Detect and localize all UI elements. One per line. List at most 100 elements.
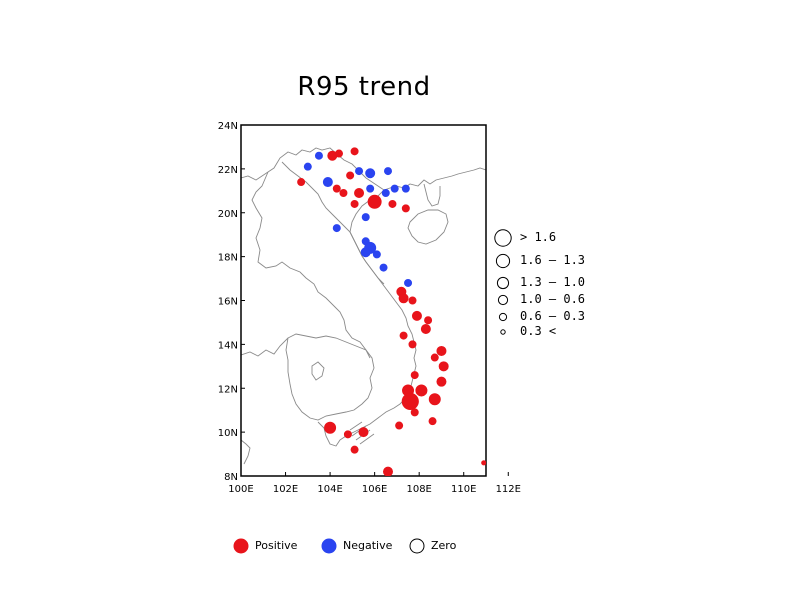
vietnam-coast-line (317, 189, 417, 447)
station-positive-marker (367, 194, 382, 209)
sign-legend-positive-marker (233, 538, 249, 554)
station-positive-marker (424, 316, 433, 325)
size-legend-circle (500, 329, 506, 335)
station-negative-marker (379, 263, 388, 272)
station-positive-marker (408, 340, 417, 349)
station-positive-marker (334, 149, 343, 158)
lat-tick-label: 20N (218, 209, 238, 220)
station-negative-marker (332, 224, 341, 233)
station-negative-marker (365, 168, 376, 179)
lon-tick-label: 108E (406, 484, 431, 495)
sign-legend-label: Zero (431, 539, 457, 552)
station-positive-marker (399, 331, 408, 340)
station-positive-marker (481, 460, 486, 466)
station-negative-marker (372, 250, 381, 259)
lon-tick-label: 100E (228, 484, 253, 495)
lat-tick-label: 8N (224, 472, 238, 483)
map-frame (240, 124, 487, 477)
map-title: R95 trend (297, 72, 431, 102)
lat-tick-label: 24N (218, 121, 238, 132)
size-legend-marks (494, 229, 512, 335)
station-positive-marker (350, 147, 359, 156)
station-positive-marker (346, 171, 355, 180)
size-legend-label: 1.6 – 1.3 (520, 253, 586, 267)
station-positive-marker (332, 184, 341, 193)
station-negative-marker (381, 189, 390, 198)
sign-legend-negative-marker (321, 538, 337, 554)
axis-tick-labels: 100E 102E 104E 106E 108E 110E 112E 8N 10N 12N 14N 1… (218, 121, 521, 495)
station-positive-marker (297, 178, 306, 187)
station-negative-marker (366, 184, 375, 193)
station-negative-marker (361, 213, 370, 222)
lat-tick-label: 14N (218, 340, 238, 351)
lon-tick-label: 102E (273, 484, 298, 495)
station-positive-marker (398, 293, 409, 304)
tonle-sap-lake (311, 361, 325, 381)
station-positive-marker (411, 310, 422, 321)
station-positive-marker (388, 199, 397, 208)
thailand-border-line (241, 337, 289, 357)
size-legend-label: 0.6 – 0.3 (520, 309, 586, 323)
size-legend-circle (497, 294, 509, 306)
station-positive-marker (438, 361, 449, 372)
lat-tick-label: 22N (218, 165, 238, 176)
lat-tick-label: 12N (218, 384, 238, 395)
size-legend-circle (494, 229, 512, 247)
station-positive-marker (436, 376, 447, 387)
sign-legend-zero-marker (409, 538, 425, 554)
station-negative-marker (404, 278, 413, 287)
stations-layer (297, 147, 486, 476)
station-positive-marker (324, 421, 337, 434)
lat-tick-label: 18N (218, 253, 238, 264)
station-positive-marker (401, 392, 419, 411)
coastline-layer (241, 147, 486, 465)
station-negative-marker (390, 184, 399, 193)
sign-legend-label: Negative (343, 539, 393, 552)
lat-tick-label: 10N (218, 428, 238, 439)
sign-legend-label: Positive (255, 539, 298, 552)
lon-tick-label: 106E (362, 484, 387, 495)
station-negative-marker (360, 247, 371, 258)
station-positive-marker (350, 445, 359, 454)
size-legend-label: 1.0 – 0.6 (520, 292, 586, 306)
station-positive-marker (383, 466, 393, 476)
station-positive-marker (430, 353, 439, 362)
station-positive-marker (401, 204, 410, 213)
station-positive-marker (436, 345, 447, 356)
station-positive-marker (420, 324, 431, 335)
china-border-line (241, 147, 486, 191)
station-positive-marker (410, 408, 419, 417)
size-legend-label: 1.3 – 1.0 (520, 275, 586, 289)
size-legend-circle (495, 253, 511, 269)
station-positive-marker (428, 393, 441, 406)
gulf-coast-line (241, 439, 251, 465)
lon-tick-label: 112E (496, 484, 521, 495)
size-legend-circle (496, 276, 510, 290)
station-positive-marker (354, 188, 365, 199)
station-negative-marker (314, 151, 323, 160)
station-negative-marker (355, 167, 364, 176)
station-positive-marker (415, 384, 428, 397)
station-positive-marker (410, 371, 419, 380)
size-legend-label: 0.3 < (520, 324, 557, 338)
station-positive-marker (428, 417, 437, 426)
sign-legend-marks (233, 538, 425, 554)
lon-tick-label: 104E (317, 484, 342, 495)
station-positive-marker (408, 296, 417, 305)
station-negative-marker (303, 162, 312, 171)
station-positive-marker (350, 199, 359, 208)
station-negative-marker (322, 177, 333, 188)
laos-border-line (251, 171, 371, 359)
station-positive-marker (358, 427, 369, 438)
station-positive-marker (339, 189, 348, 198)
size-legend-label: > 1.6 (520, 230, 557, 244)
station-positive-marker (395, 421, 404, 430)
lat-tick-label: 16N (218, 297, 238, 308)
cambodia-border-line (285, 333, 375, 421)
lon-tick-label: 110E (451, 484, 476, 495)
axis-ticks (240, 124, 509, 477)
leizhou-peninsula (423, 183, 441, 207)
station-negative-marker (401, 184, 410, 193)
station-positive-marker (343, 430, 352, 439)
